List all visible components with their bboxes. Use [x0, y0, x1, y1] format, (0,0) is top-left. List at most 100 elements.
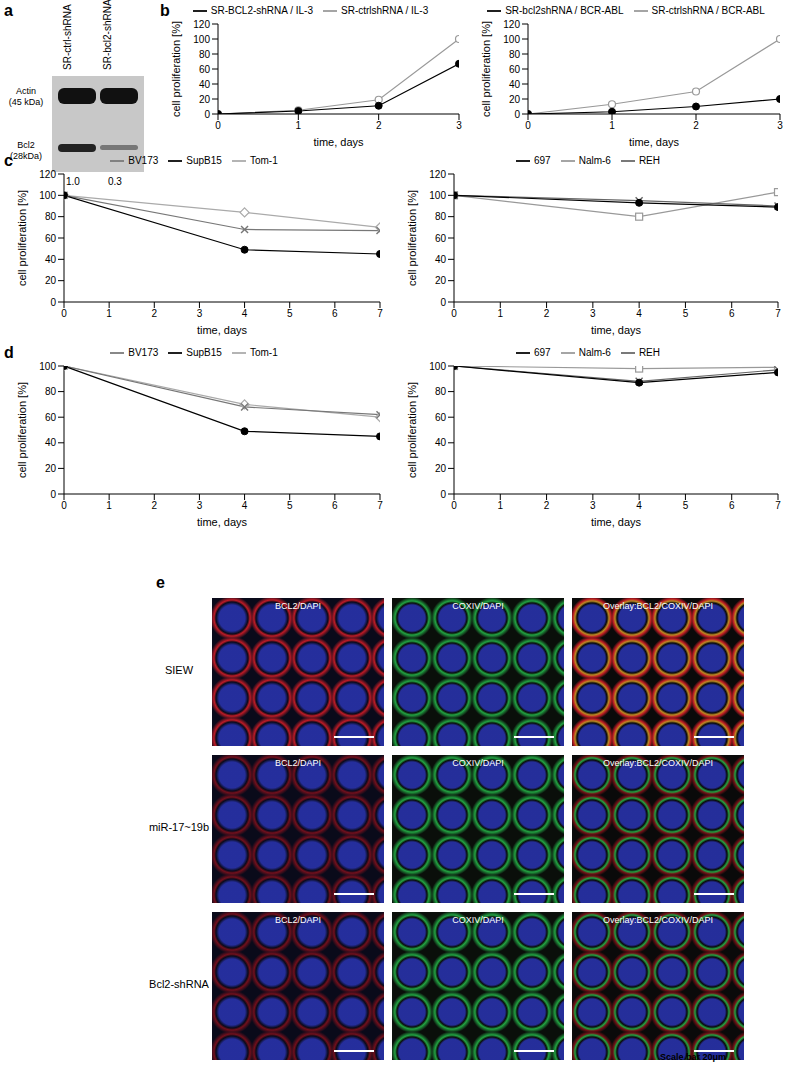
svg-text:100: 100	[39, 361, 56, 372]
svg-text:4: 4	[636, 500, 642, 511]
svg-text:cell proliferation [%]: cell proliferation [%]	[16, 190, 28, 286]
svg-text:100: 100	[429, 361, 446, 372]
svg-text:7: 7	[775, 308, 781, 319]
svg-text:100: 100	[39, 190, 56, 201]
svg-text:120: 120	[429, 169, 446, 180]
svg-text:3: 3	[590, 308, 596, 319]
svg-text:7: 7	[377, 500, 383, 511]
svg-text:6: 6	[332, 500, 338, 511]
svg-text:5: 5	[683, 500, 689, 511]
svg-text:0: 0	[61, 308, 67, 319]
svg-text:20: 20	[509, 94, 521, 105]
html-text:697: 697	[534, 154, 551, 166]
svg-text:0: 0	[61, 500, 67, 511]
svg-text:7: 7	[377, 308, 383, 319]
svg-text:80: 80	[509, 49, 521, 60]
svg-text:20: 20	[45, 463, 57, 474]
svg-text:6: 6	[729, 308, 735, 319]
svg-text:80: 80	[435, 386, 447, 397]
svg-text:time, days: time, days	[197, 516, 248, 528]
svg-text:0: 0	[215, 120, 221, 131]
html-text:Tom-1: Tom-1	[249, 154, 278, 166]
svg-text:time, days: time, days	[591, 324, 642, 336]
svg-text:1: 1	[498, 308, 504, 319]
svg-text:0: 0	[525, 120, 531, 131]
svg-text:2: 2	[152, 500, 158, 511]
svg-text:40: 40	[45, 254, 57, 265]
svg-text:0: 0	[514, 109, 520, 120]
svg-text:20: 20	[435, 463, 447, 474]
svg-text:5: 5	[683, 308, 689, 319]
svg-text:6: 6	[729, 500, 735, 511]
svg-text:1: 1	[106, 500, 112, 511]
svg-text:60: 60	[45, 233, 57, 244]
svg-text:cell proliferation [%]: cell proliferation [%]	[480, 21, 492, 117]
html-text:SR-BCL2-shRNA / IL-3: SR-BCL2-shRNA / IL-3	[210, 4, 313, 16]
html-text:SupB15: SupB15	[186, 154, 222, 166]
svg-text:2: 2	[152, 308, 158, 319]
svg-text:2: 2	[376, 120, 382, 131]
svg-text:time, days: time, days	[313, 136, 364, 148]
svg-text:3: 3	[197, 308, 203, 319]
svg-text:3: 3	[456, 120, 462, 131]
svg-text:3: 3	[590, 500, 596, 511]
svg-text:0: 0	[50, 489, 56, 500]
svg-text:60: 60	[45, 412, 57, 423]
html-text:SR-ctrlshRNA / IL-3: SR-ctrlshRNA / IL-3	[341, 4, 429, 16]
svg-text:time, days: time, days	[197, 324, 248, 336]
svg-text:0: 0	[204, 109, 210, 120]
svg-text:40: 40	[199, 79, 211, 90]
svg-text:5: 5	[287, 308, 293, 319]
svg-text:cell proliferation [%]: cell proliferation [%]	[16, 382, 28, 478]
svg-text:120: 120	[39, 169, 56, 180]
svg-text:5: 5	[287, 500, 293, 511]
html-text:BV173: BV173	[128, 154, 159, 166]
svg-text:0: 0	[451, 308, 457, 319]
html-text:SR-ctrlshRNA / BCR-ABL: SR-ctrlshRNA / BCR-ABL	[651, 4, 765, 16]
svg-text:20: 20	[199, 94, 211, 105]
svg-text:0: 0	[440, 489, 446, 500]
svg-text:60: 60	[199, 64, 211, 75]
svg-text:2: 2	[693, 120, 699, 131]
svg-text:60: 60	[509, 64, 521, 75]
svg-text:cell proliferation [%]: cell proliferation [%]	[406, 382, 418, 478]
svg-text:0: 0	[50, 297, 56, 308]
svg-text:0: 0	[451, 500, 457, 511]
svg-text:1: 1	[498, 500, 504, 511]
svg-text:3: 3	[197, 500, 203, 511]
svg-text:40: 40	[45, 437, 57, 448]
svg-text:1: 1	[296, 120, 302, 131]
svg-text:80: 80	[435, 211, 447, 222]
svg-text:4: 4	[242, 500, 248, 511]
svg-text:120: 120	[503, 19, 520, 30]
svg-text:cell proliferation [%]: cell proliferation [%]	[170, 21, 182, 117]
svg-text:time, days: time, days	[629, 136, 680, 148]
svg-text:cell proliferation [%]: cell proliferation [%]	[406, 190, 418, 286]
svg-text:80: 80	[199, 49, 211, 60]
svg-text:6: 6	[332, 308, 338, 319]
svg-text:100: 100	[503, 34, 520, 45]
svg-text:3: 3	[777, 120, 783, 131]
svg-text:4: 4	[242, 308, 248, 319]
svg-text:20: 20	[435, 275, 447, 286]
svg-text:60: 60	[435, 233, 447, 244]
svg-text:80: 80	[45, 211, 57, 222]
svg-text:20: 20	[45, 275, 57, 286]
svg-text:7: 7	[775, 500, 781, 511]
svg-text:100: 100	[429, 190, 446, 201]
svg-text:4: 4	[636, 308, 642, 319]
svg-text:time, days: time, days	[591, 516, 642, 528]
svg-text:0: 0	[440, 297, 446, 308]
svg-text:120: 120	[193, 19, 210, 30]
svg-text:60: 60	[435, 412, 447, 423]
svg-text:80: 80	[45, 386, 57, 397]
svg-text:2: 2	[544, 500, 550, 511]
svg-text:40: 40	[435, 437, 447, 448]
svg-text:100: 100	[193, 34, 210, 45]
svg-text:2: 2	[544, 308, 550, 319]
svg-text:40: 40	[435, 254, 447, 265]
svg-text:1: 1	[106, 308, 112, 319]
html-text:SR-bcl2shRNA / BCR-ABL: SR-bcl2shRNA / BCR-ABL	[505, 4, 624, 16]
svg-text:40: 40	[509, 79, 521, 90]
svg-text:1: 1	[609, 120, 615, 131]
